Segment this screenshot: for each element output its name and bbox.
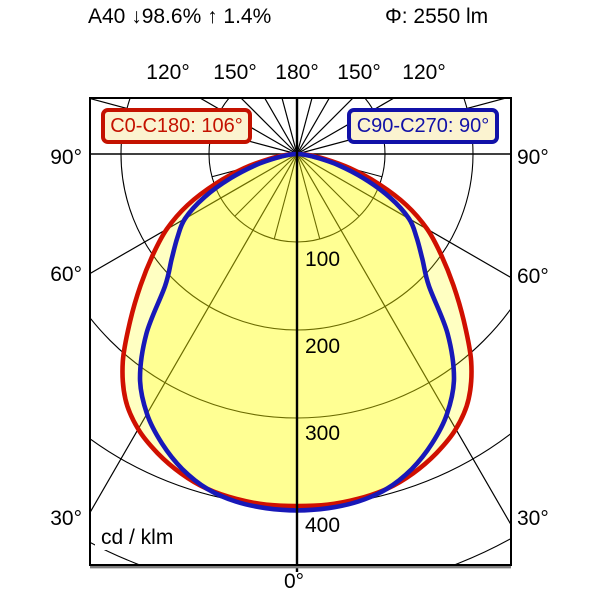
angle-label-right-30: 30° (517, 507, 549, 530)
ring-label-100: 100 (305, 248, 341, 271)
angle-label-top-150-right: 150° (337, 61, 381, 84)
unit-label: cd / klm (95, 525, 180, 550)
legend-c0-c180-label: C0-C180: 106° (110, 114, 243, 137)
legend-c90-c270: C90-C270: 90° (347, 108, 499, 144)
ring-label-400: 400 (305, 514, 341, 537)
header-light-distribution: A40 ↓98.6% ↑ 1.4% (88, 5, 272, 28)
angle-label-right-90: 90° (517, 146, 549, 169)
angle-label-top-180: 180° (275, 61, 319, 84)
angle-label-top-150-left: 150° (213, 61, 257, 84)
legend-c0-c180: C0-C180: 106° (101, 108, 252, 144)
angle-label-left-60: 60° (50, 263, 82, 286)
angle-label-top-120-left: 120° (146, 61, 190, 84)
header-luminous-flux: Φ: 2550 lm (385, 5, 489, 28)
angle-label-left-30: 30° (50, 507, 82, 530)
angle-label-top-120-right: 120° (402, 61, 446, 84)
ring-label-300: 300 (305, 422, 341, 445)
angle-label-bottom-0: 0° (283, 570, 305, 593)
legend-c90-c270-label: C90-C270: 90° (356, 114, 490, 137)
ring-label-200: 200 (305, 335, 341, 358)
angle-label-left-90: 90° (50, 146, 82, 169)
angle-label-right-60: 60° (517, 265, 549, 288)
plot-border (89, 97, 512, 566)
